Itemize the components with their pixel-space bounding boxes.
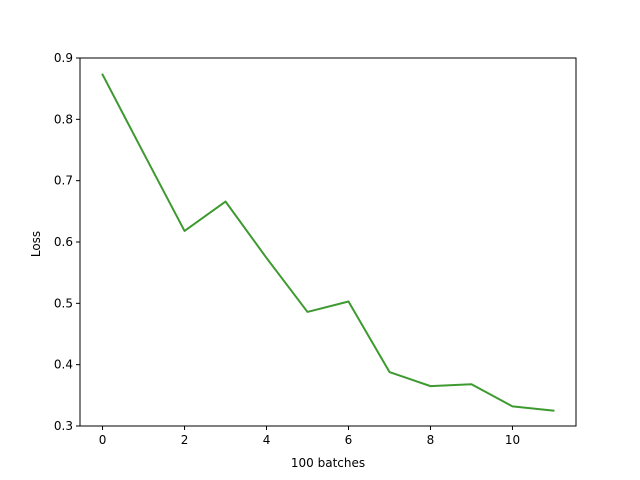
x-tick-label: 4	[263, 433, 271, 447]
x-axis-label: 100 batches	[291, 456, 365, 470]
plot-area	[101, 73, 555, 412]
y-tick-label: 0.8	[54, 112, 73, 126]
y-tick-label: 0.4	[54, 358, 73, 372]
x-tick-label: 6	[345, 433, 353, 447]
y-axis-label: Loss	[29, 231, 43, 257]
x-tick-label: 8	[427, 433, 435, 447]
y-tick-label: 0.9	[54, 51, 73, 65]
x-tick-label: 10	[505, 433, 520, 447]
loss-series-line	[101, 73, 555, 412]
x-tick-label: 2	[181, 433, 189, 447]
plot-frame	[79, 57, 577, 427]
y-tick-label: 0.6	[54, 235, 73, 249]
x-axis-ticks: 0 2 4 6 8 10	[99, 426, 520, 447]
x-tick-label: 0	[99, 433, 107, 447]
y-tick-label: 0.3	[54, 419, 73, 433]
y-axis-ticks: 0.3 0.4 0.5 0.6 0.7 0.8 0.9	[54, 51, 80, 433]
y-tick-label: 0.7	[54, 174, 73, 188]
y-tick-label: 0.5	[54, 296, 73, 310]
